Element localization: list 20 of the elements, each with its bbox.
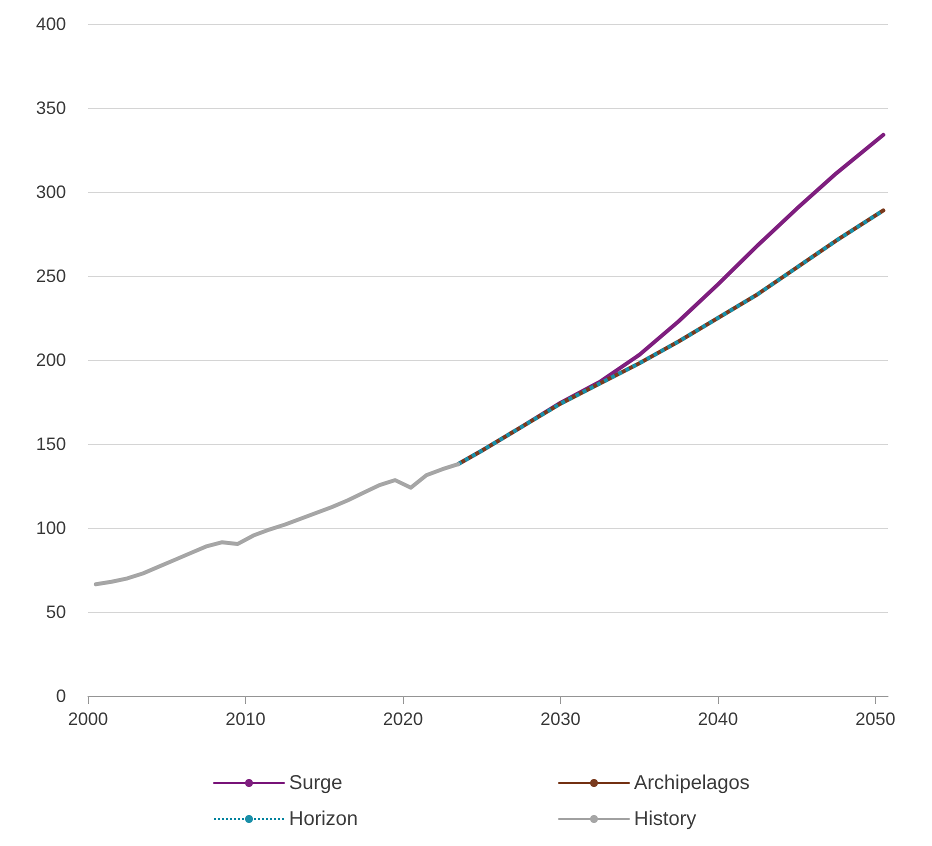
y-tick-label: 100	[36, 518, 66, 538]
y-tick-label: 200	[36, 350, 66, 370]
legend-label: Horizon	[289, 808, 358, 830]
legend-label: History	[634, 808, 696, 830]
x-tick-label: 2020	[382, 709, 423, 729]
legend-label: Archipelagos	[634, 772, 750, 794]
y-tick-label: 400	[36, 14, 66, 34]
line-series	[94, 462, 460, 586]
legend-label: Surge	[289, 772, 342, 794]
y-tick-label: 50	[46, 602, 66, 622]
y-tick-label: 250	[36, 266, 66, 286]
x-tick-label: 2010	[225, 709, 266, 729]
y-tick-label: 350	[36, 98, 66, 118]
x-tick-label: 2000	[68, 709, 108, 729]
x-tick-label: 2030	[540, 709, 580, 729]
y-tick-label: 0	[56, 686, 66, 706]
x-tick-label: 2050	[855, 709, 896, 729]
x-tick-label: 2040	[698, 709, 738, 729]
y-tick-label: 300	[36, 182, 66, 202]
y-tick-label: 150	[36, 434, 66, 454]
